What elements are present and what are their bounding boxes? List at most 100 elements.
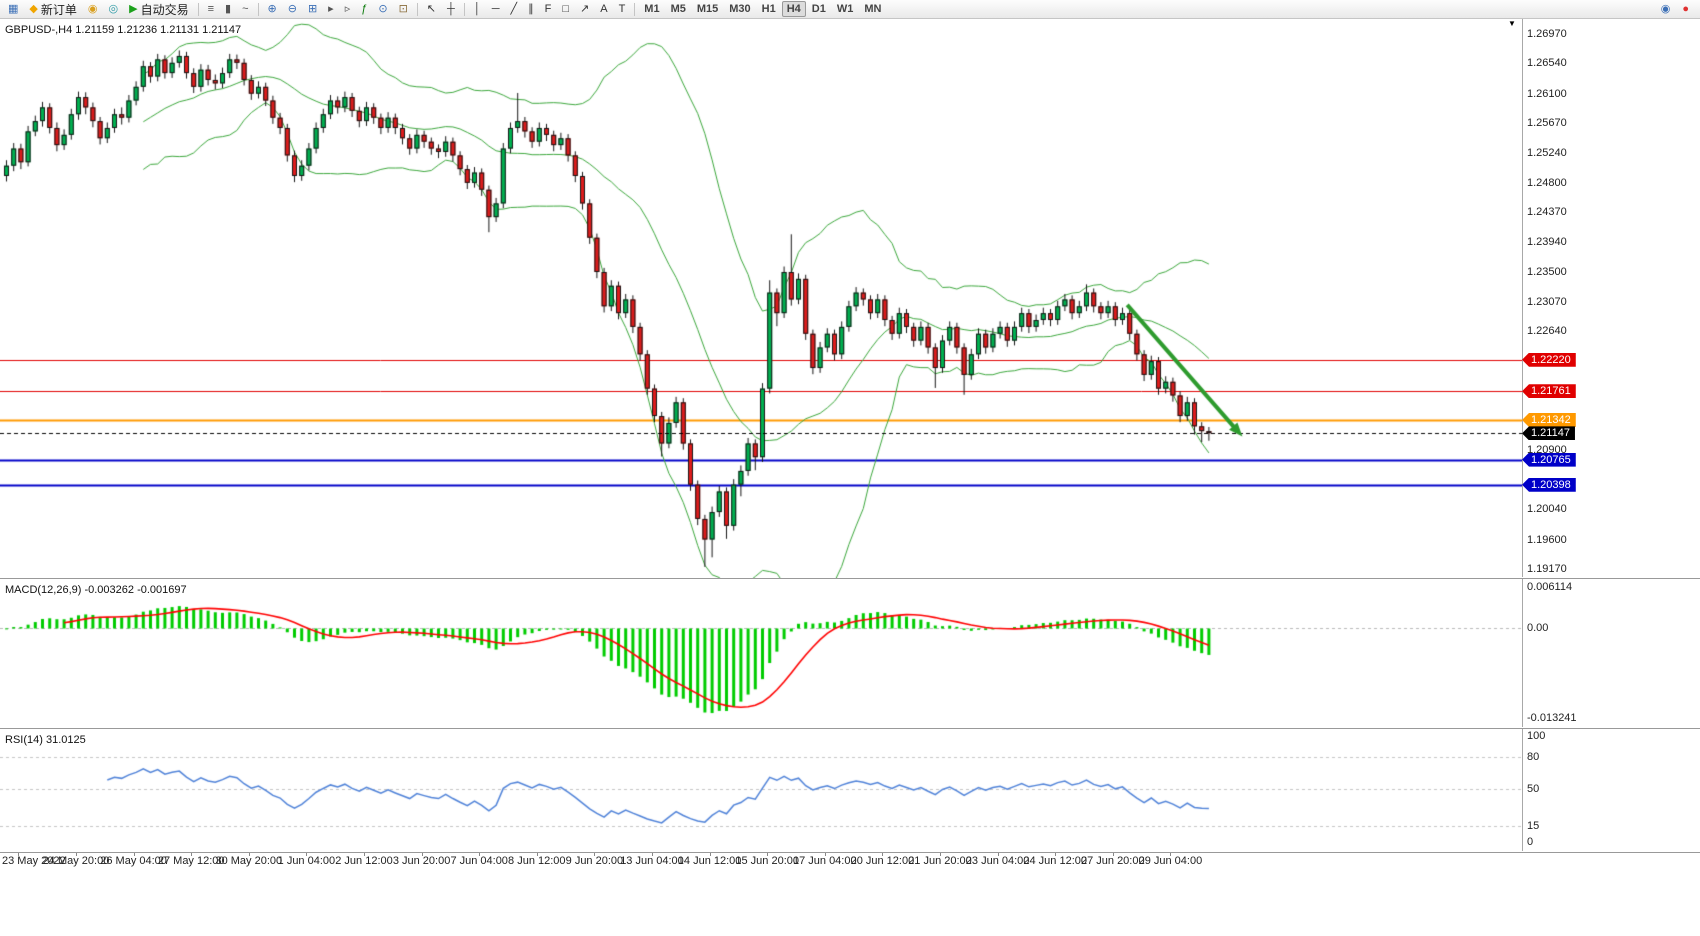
time-tick xyxy=(1112,853,1114,856)
timeframe-h1[interactable]: H1 xyxy=(761,3,776,15)
auto-trading-button[interactable]: ▶ 自动交易 xyxy=(124,1,193,17)
cursor-tool-button[interactable]: ↖ xyxy=(422,1,441,17)
zoom-out-button[interactable]: ⊖ xyxy=(283,1,302,17)
price-tick: 1.19600 xyxy=(1527,533,1567,546)
periods-menu-icon: ⊙ xyxy=(378,3,388,15)
bars-mode-icon: ≡ xyxy=(207,3,215,15)
time-tick xyxy=(709,853,711,856)
macd-tick: 0.00 xyxy=(1527,622,1549,635)
auto-scroll-icon: ▸ xyxy=(328,3,334,15)
time-label: 8 Jun 12:00 xyxy=(508,855,566,867)
text-tool-button[interactable]: A xyxy=(595,1,612,17)
time-label: 23 May 2022 xyxy=(2,855,66,867)
horizontal-line-tool-button[interactable]: ─ xyxy=(487,1,505,17)
trendline-tool-icon: ╱ xyxy=(510,3,518,15)
price-tick: 1.23500 xyxy=(1527,266,1567,278)
time-label: 9 Jun 20:00 xyxy=(565,855,624,867)
toolbar-items: ▦ ◆ 新订单 ◉ ◎ ▶ 自动交易 ≡ ▮ ~ ⊕ ⊖ ⊞ ▸ ▹ ƒ ⊙ ⊡ ↖ ┼ │ ─ ╱ ∥ F □ ↗ A T M1 M5 M1… xyxy=(3,1,886,17)
tile-windows-icon: ⊞ xyxy=(307,3,318,15)
vertical-line-tool-icon: │ xyxy=(473,3,481,15)
time-tick xyxy=(536,853,538,856)
indicators-list-icon: ƒ xyxy=(361,3,368,15)
timeframe-m1[interactable]: M1 xyxy=(644,3,660,15)
fibonacci-tool-button[interactable]: F xyxy=(540,1,557,17)
time-label: 29 Jun 04:00 xyxy=(1138,855,1203,867)
rsi-canvas[interactable] xyxy=(0,729,1522,852)
templates-menu-icon: ⊡ xyxy=(398,3,408,15)
price-tick: 1.26540 xyxy=(1527,57,1567,70)
search-button[interactable]: ◉ xyxy=(1656,1,1676,17)
timeframe-m30[interactable]: M30 xyxy=(729,3,751,15)
macd-tick: 0.006114 xyxy=(1527,581,1573,593)
time-tick xyxy=(364,853,365,856)
time-tick xyxy=(248,853,250,856)
price-scale-separator xyxy=(1522,19,1523,577)
time-label: 13 Jun 04:00 xyxy=(620,855,684,867)
indicators-list-button[interactable]: ƒ xyxy=(356,1,372,17)
toolbar-separator xyxy=(634,2,636,16)
chart-menu-button[interactable]: ▦ xyxy=(3,1,23,17)
macd-canvas[interactable] xyxy=(0,579,1522,728)
community-button[interactable]: ◎ xyxy=(104,1,124,17)
notifications-button[interactable]: ● xyxy=(1677,1,1694,17)
auto-scroll-button[interactable]: ▸ xyxy=(323,1,339,17)
label-tool-button[interactable]: T xyxy=(614,1,631,17)
periods-menu-button[interactable]: ⊙ xyxy=(373,1,392,17)
shapes-tool-button[interactable]: □ xyxy=(557,1,574,17)
chart-shift-button[interactable]: ▹ xyxy=(340,1,356,17)
time-tick xyxy=(479,853,481,856)
mql-market-button[interactable]: ◉ xyxy=(83,1,103,17)
timeframe-m5[interactable]: M5 xyxy=(670,3,686,15)
time-tick xyxy=(191,853,193,856)
price-tick: 1.26100 xyxy=(1527,87,1567,100)
time-label: 15 Jun 20:00 xyxy=(735,855,799,867)
crosshair-tool-button[interactable]: ┼ xyxy=(442,1,460,17)
time-axis[interactable]: 23 May 2022 24 May 20:00 26 May 04:00 27 Ma… xyxy=(0,853,1700,869)
time-tick xyxy=(18,853,20,856)
time-tick xyxy=(594,853,596,856)
main-toolbar: ▦ ◆ 新订单 ◉ ◎ ▶ 自动交易 ≡ ▮ ~ ⊕ ⊖ ⊞ ▸ ▹ ƒ ⊙ ⊡ ↖ ┼ │ ─ ╱ ∥ F □ ↗ A T M1 M5 M1… xyxy=(0,0,1700,19)
time-tick xyxy=(76,853,77,856)
price-tick: 1.25670 xyxy=(1527,117,1567,130)
timeframe-w1[interactable]: W1 xyxy=(836,3,854,15)
timeframe-m15[interactable]: M15 xyxy=(696,3,719,15)
time-label: 26 May 04:00 xyxy=(100,855,167,867)
zoom-in-button[interactable]: ⊕ xyxy=(263,1,282,17)
auto-trading-icon: ▶ xyxy=(129,3,138,15)
time-label: 1 Jun 04:00 xyxy=(277,855,336,867)
timeframe-mn[interactable]: MN xyxy=(864,3,882,15)
trendline-tool-button[interactable]: ╱ xyxy=(505,1,522,17)
price-scale-separator xyxy=(1522,729,1523,851)
toolbar-separator xyxy=(416,2,418,16)
vertical-line-tool-button[interactable]: │ xyxy=(469,1,486,17)
time-label: 23 Jun 04:00 xyxy=(965,855,1030,867)
rsi-tick: 15 xyxy=(1527,820,1540,833)
time-label: 14 Jun 12:00 xyxy=(677,855,742,867)
price-tick: 1.26970 xyxy=(1527,28,1567,40)
time-label: 21 Jun 20:00 xyxy=(908,855,972,867)
line-mode-button[interactable]: ~ xyxy=(237,1,253,17)
new-order-icon: ◆ xyxy=(29,3,38,15)
line-mode-icon: ~ xyxy=(242,3,249,15)
bottom-empty-area xyxy=(0,869,1700,936)
timeframe-h4[interactable]: H4 xyxy=(781,1,806,17)
symbol-ohlc-label: GBPUSD-,H4 1.21159 1.21236 1.21131 1.211… xyxy=(5,24,242,36)
timeframe-d1[interactable]: D1 xyxy=(811,3,826,15)
candles-mode-button[interactable]: ▮ xyxy=(220,1,236,17)
new-order-button[interactable]: ◆ 新订单 xyxy=(24,1,81,17)
crosshair-tool-icon: ┼ xyxy=(447,3,455,15)
time-label: 24 Jun 12:00 xyxy=(1023,855,1087,867)
arrows-tool-icon: ↗ xyxy=(580,3,590,15)
main-chart-canvas[interactable] xyxy=(0,19,1522,578)
zoom-out-icon: ⊖ xyxy=(287,3,297,15)
templates-menu-button[interactable]: ⊡ xyxy=(394,1,413,17)
channel-tool-button[interactable]: ∥ xyxy=(523,1,539,17)
arrows-tool-button[interactable]: ↗ xyxy=(575,1,594,17)
cursor-tool-icon: ↖ xyxy=(426,3,437,15)
chart-menu-icon: ▦ xyxy=(8,3,19,15)
rsi-tick: 100 xyxy=(1527,730,1546,742)
bars-mode-button[interactable]: ≡ xyxy=(203,1,219,17)
mql-market-icon: ◉ xyxy=(87,3,98,15)
price-line-label: 1.21342 xyxy=(1522,413,1576,428)
tile-windows-button[interactable]: ⊞ xyxy=(303,1,322,17)
